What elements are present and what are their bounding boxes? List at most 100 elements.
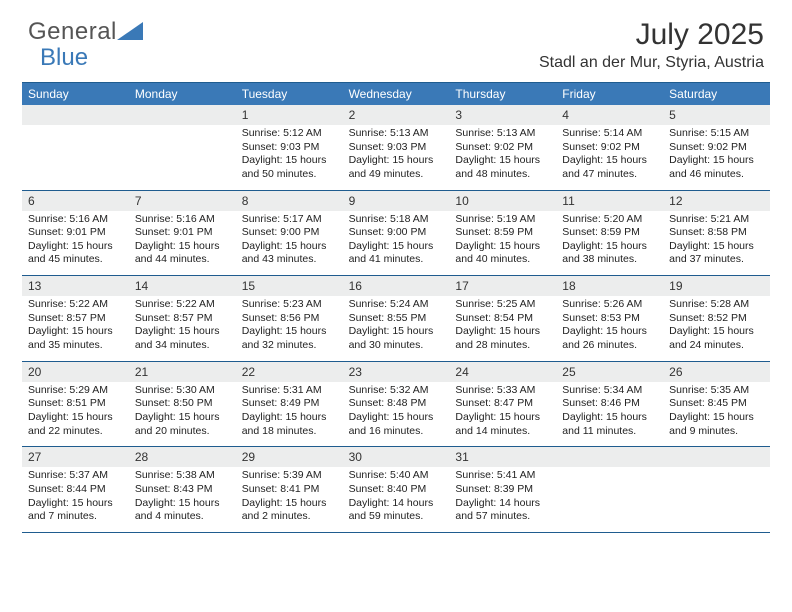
week-row: 6789101112Sunrise: 5:16 AMSunset: 9:01 P… bbox=[22, 191, 770, 277]
day-number: 23 bbox=[343, 362, 450, 382]
day-number: 14 bbox=[129, 276, 236, 296]
brand-logo: General bbox=[28, 18, 145, 46]
day-info: Sunrise: 5:30 AMSunset: 8:50 PMDaylight:… bbox=[129, 382, 236, 447]
location-text: Stadl an der Mur, Styria, Austria bbox=[539, 54, 764, 72]
day-number: 8 bbox=[236, 191, 343, 211]
day-number: 29 bbox=[236, 447, 343, 467]
logo-triangle-icon bbox=[117, 20, 143, 45]
day-number: 24 bbox=[449, 362, 556, 382]
day-info: Sunrise: 5:23 AMSunset: 8:56 PMDaylight:… bbox=[236, 296, 343, 361]
day-number: 13 bbox=[22, 276, 129, 296]
day-info: Sunrise: 5:16 AMSunset: 9:01 PMDaylight:… bbox=[129, 211, 236, 276]
calendar: SundayMondayTuesdayWednesdayThursdayFrid… bbox=[22, 82, 770, 533]
day-info: Sunrise: 5:37 AMSunset: 8:44 PMDaylight:… bbox=[22, 467, 129, 532]
header-right: July 2025 Stadl an der Mur, Styria, Aust… bbox=[539, 18, 764, 72]
day-number: 15 bbox=[236, 276, 343, 296]
day-number: 1 bbox=[236, 105, 343, 125]
day-info-stripe: Sunrise: 5:29 AMSunset: 8:51 PMDaylight:… bbox=[22, 382, 770, 447]
day-number: 7 bbox=[129, 191, 236, 211]
day-info: Sunrise: 5:14 AMSunset: 9:02 PMDaylight:… bbox=[556, 125, 663, 190]
day-info: Sunrise: 5:31 AMSunset: 8:49 PMDaylight:… bbox=[236, 382, 343, 447]
day-info bbox=[556, 467, 663, 532]
day-info: Sunrise: 5:33 AMSunset: 8:47 PMDaylight:… bbox=[449, 382, 556, 447]
day-number: 18 bbox=[556, 276, 663, 296]
day-info: Sunrise: 5:39 AMSunset: 8:41 PMDaylight:… bbox=[236, 467, 343, 532]
day-info: Sunrise: 5:28 AMSunset: 8:52 PMDaylight:… bbox=[663, 296, 770, 361]
day-number-stripe: 12345 bbox=[22, 105, 770, 125]
day-info: Sunrise: 5:41 AMSunset: 8:39 PMDaylight:… bbox=[449, 467, 556, 532]
weeks-container: 12345Sunrise: 5:12 AMSunset: 9:03 PMDayl… bbox=[22, 105, 770, 533]
day-info: Sunrise: 5:19 AMSunset: 8:59 PMDaylight:… bbox=[449, 211, 556, 276]
day-number: 2 bbox=[343, 105, 450, 125]
day-number: 22 bbox=[236, 362, 343, 382]
weekday-label: Thursday bbox=[449, 83, 556, 105]
day-info-stripe: Sunrise: 5:22 AMSunset: 8:57 PMDaylight:… bbox=[22, 296, 770, 361]
logo-text-part1: General bbox=[28, 18, 117, 46]
day-number: 20 bbox=[22, 362, 129, 382]
day-number: 19 bbox=[663, 276, 770, 296]
day-info: Sunrise: 5:13 AMSunset: 9:03 PMDaylight:… bbox=[343, 125, 450, 190]
day-info: Sunrise: 5:26 AMSunset: 8:53 PMDaylight:… bbox=[556, 296, 663, 361]
day-number: 31 bbox=[449, 447, 556, 467]
day-info: Sunrise: 5:35 AMSunset: 8:45 PMDaylight:… bbox=[663, 382, 770, 447]
day-number: 17 bbox=[449, 276, 556, 296]
weekday-header-row: SundayMondayTuesdayWednesdayThursdayFrid… bbox=[22, 83, 770, 105]
day-number bbox=[22, 105, 129, 125]
day-info: Sunrise: 5:22 AMSunset: 8:57 PMDaylight:… bbox=[22, 296, 129, 361]
day-info: Sunrise: 5:18 AMSunset: 9:00 PMDaylight:… bbox=[343, 211, 450, 276]
day-number: 25 bbox=[556, 362, 663, 382]
weekday-label: Saturday bbox=[663, 83, 770, 105]
week-row: 12345Sunrise: 5:12 AMSunset: 9:03 PMDayl… bbox=[22, 105, 770, 191]
day-info: Sunrise: 5:21 AMSunset: 8:58 PMDaylight:… bbox=[663, 211, 770, 276]
day-number bbox=[663, 447, 770, 467]
day-info: Sunrise: 5:32 AMSunset: 8:48 PMDaylight:… bbox=[343, 382, 450, 447]
week-row: 2728293031Sunrise: 5:37 AMSunset: 8:44 P… bbox=[22, 447, 770, 533]
day-number: 21 bbox=[129, 362, 236, 382]
day-number: 26 bbox=[663, 362, 770, 382]
day-number: 16 bbox=[343, 276, 450, 296]
page-header: General July 2025 Stadl an der Mur, Styr… bbox=[0, 0, 792, 76]
day-info: Sunrise: 5:34 AMSunset: 8:46 PMDaylight:… bbox=[556, 382, 663, 447]
day-number: 11 bbox=[556, 191, 663, 211]
weekday-label: Tuesday bbox=[236, 83, 343, 105]
weekday-label: Wednesday bbox=[343, 83, 450, 105]
day-number: 28 bbox=[129, 447, 236, 467]
weekday-label: Sunday bbox=[22, 83, 129, 105]
day-number: 6 bbox=[22, 191, 129, 211]
day-info: Sunrise: 5:13 AMSunset: 9:02 PMDaylight:… bbox=[449, 125, 556, 190]
day-number: 12 bbox=[663, 191, 770, 211]
day-info: Sunrise: 5:22 AMSunset: 8:57 PMDaylight:… bbox=[129, 296, 236, 361]
month-title: July 2025 bbox=[539, 18, 764, 52]
day-info: Sunrise: 5:12 AMSunset: 9:03 PMDaylight:… bbox=[236, 125, 343, 190]
day-info: Sunrise: 5:24 AMSunset: 8:55 PMDaylight:… bbox=[343, 296, 450, 361]
logo-text-part2: Blue bbox=[40, 44, 88, 72]
day-info: Sunrise: 5:40 AMSunset: 8:40 PMDaylight:… bbox=[343, 467, 450, 532]
day-info: Sunrise: 5:16 AMSunset: 9:01 PMDaylight:… bbox=[22, 211, 129, 276]
day-number: 3 bbox=[449, 105, 556, 125]
day-number: 9 bbox=[343, 191, 450, 211]
day-number: 5 bbox=[663, 105, 770, 125]
day-number bbox=[556, 447, 663, 467]
day-number-stripe: 2728293031 bbox=[22, 447, 770, 467]
day-number: 27 bbox=[22, 447, 129, 467]
day-number: 10 bbox=[449, 191, 556, 211]
day-info: Sunrise: 5:17 AMSunset: 9:00 PMDaylight:… bbox=[236, 211, 343, 276]
day-info-stripe: Sunrise: 5:12 AMSunset: 9:03 PMDaylight:… bbox=[22, 125, 770, 190]
day-info: Sunrise: 5:15 AMSunset: 9:02 PMDaylight:… bbox=[663, 125, 770, 190]
day-info: Sunrise: 5:25 AMSunset: 8:54 PMDaylight:… bbox=[449, 296, 556, 361]
day-number: 4 bbox=[556, 105, 663, 125]
day-number-stripe: 6789101112 bbox=[22, 191, 770, 211]
day-info-stripe: Sunrise: 5:37 AMSunset: 8:44 PMDaylight:… bbox=[22, 467, 770, 532]
day-number bbox=[129, 105, 236, 125]
day-info: Sunrise: 5:20 AMSunset: 8:59 PMDaylight:… bbox=[556, 211, 663, 276]
weekday-label: Friday bbox=[556, 83, 663, 105]
weekday-label: Monday bbox=[129, 83, 236, 105]
day-info-stripe: Sunrise: 5:16 AMSunset: 9:01 PMDaylight:… bbox=[22, 211, 770, 276]
day-info: Sunrise: 5:38 AMSunset: 8:43 PMDaylight:… bbox=[129, 467, 236, 532]
week-row: 13141516171819Sunrise: 5:22 AMSunset: 8:… bbox=[22, 276, 770, 362]
day-number-stripe: 13141516171819 bbox=[22, 276, 770, 296]
day-number-stripe: 20212223242526 bbox=[22, 362, 770, 382]
day-number: 30 bbox=[343, 447, 450, 467]
day-info bbox=[663, 467, 770, 532]
week-row: 20212223242526Sunrise: 5:29 AMSunset: 8:… bbox=[22, 362, 770, 448]
